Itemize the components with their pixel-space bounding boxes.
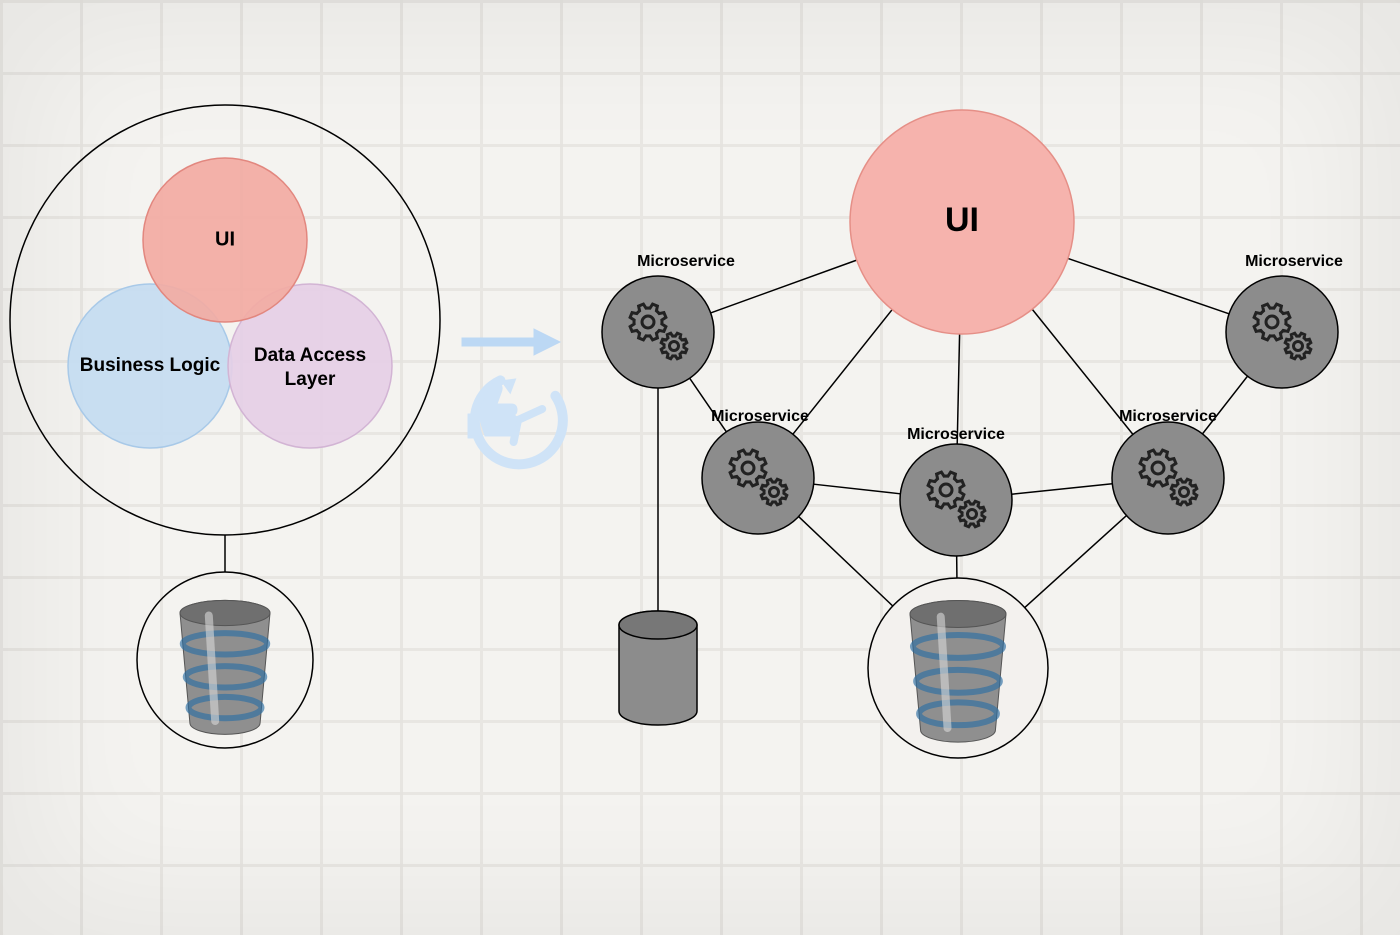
- microservice-node: Microservice: [602, 253, 735, 388]
- edge: [1012, 484, 1113, 494]
- layer-label: Layer: [285, 369, 336, 390]
- microservice-node: Microservice: [900, 426, 1012, 556]
- microservice-node: Microservice: [1226, 253, 1343, 388]
- edge: [814, 484, 901, 494]
- edge: [1025, 516, 1127, 608]
- microservice-node: Microservice: [702, 408, 814, 534]
- layer-label: Data Access: [254, 345, 366, 366]
- architecture-diagram: Business Logic Data Access Layer UI Microser…: [0, 0, 1400, 935]
- microservice-label: Microservice: [1245, 253, 1343, 270]
- monolith-layer-ui: UI: [143, 158, 307, 322]
- edge: [1032, 309, 1133, 434]
- database-icon: [619, 611, 697, 725]
- edge: [1068, 258, 1229, 313]
- microservice-label: Microservice: [711, 408, 809, 425]
- layer-label: Business Logic: [80, 355, 221, 376]
- ui-label: UI: [945, 201, 979, 239]
- transition-arrow-icon: [462, 329, 560, 355]
- microservice-label: Microservice: [637, 253, 735, 270]
- microservice-label: Microservice: [1119, 408, 1217, 425]
- microservice-label: Microservice: [907, 426, 1005, 443]
- database-icon: [910, 601, 1006, 743]
- edge: [799, 517, 893, 606]
- thumbs-clock-icon: [468, 378, 563, 464]
- database-icon: [180, 600, 270, 734]
- layer-label: UI: [215, 228, 235, 250]
